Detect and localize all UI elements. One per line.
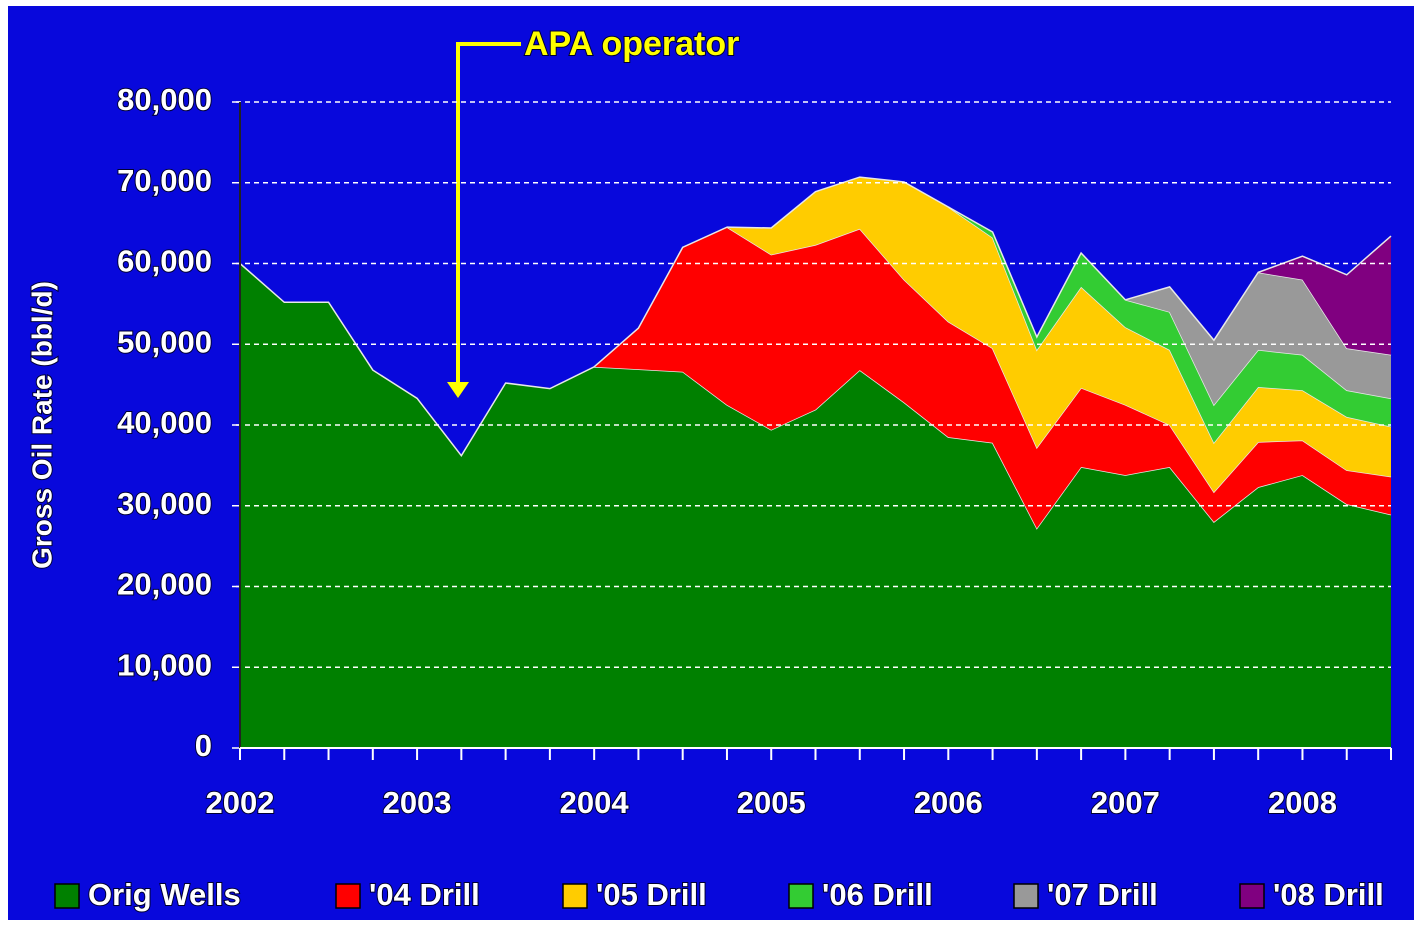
x-tick-label: 2005 <box>737 785 806 820</box>
x-tick-label: 2006 <box>914 785 983 820</box>
y-axis-label: Gross Oil Rate (bbl/d) <box>26 281 57 569</box>
legend-swatch <box>1013 883 1039 909</box>
x-tick-label: 2003 <box>383 785 452 820</box>
y-tick-label: 20,000 <box>117 567 212 602</box>
legend-swatch <box>1239 883 1265 909</box>
legend-label: '06 Drill <box>822 877 933 912</box>
legend-swatch <box>335 883 361 909</box>
area <box>948 206 1391 443</box>
legend-label: Orig Wells <box>88 877 241 912</box>
y-tick-label: 30,000 <box>117 486 212 521</box>
x-tick-label: 2004 <box>560 785 630 820</box>
x-tick-label: 2002 <box>206 785 275 820</box>
area <box>726 177 1391 493</box>
y-tick-label: 80,000 <box>117 82 212 117</box>
legend-swatch <box>54 883 80 909</box>
area-outline <box>1257 235 1392 276</box>
area <box>594 227 1391 529</box>
legend-swatch <box>788 883 814 909</box>
x-tick-label: 2007 <box>1091 785 1160 820</box>
y-tick-label: 0 <box>195 728 212 763</box>
y-tick-label: 70,000 <box>117 163 212 198</box>
y-tick-label: 60,000 <box>117 244 212 279</box>
legend-label: '07 Drill <box>1047 877 1158 912</box>
x-tick-label: 2008 <box>1268 785 1337 820</box>
legend-label: '08 Drill <box>1273 877 1384 912</box>
legend-swatch <box>562 883 588 909</box>
y-tick-label: 40,000 <box>117 405 212 440</box>
y-tick-label: 10,000 <box>117 647 212 682</box>
legend-label: '05 Drill <box>596 877 707 912</box>
area-outline <box>239 262 1392 530</box>
annotation-arrowhead <box>447 382 469 398</box>
area <box>1125 272 1391 405</box>
annotation-arrow <box>456 42 521 392</box>
annotation: APA operator <box>524 25 739 63</box>
area-outline <box>947 206 1392 407</box>
legend-label: '04 Drill <box>369 877 480 912</box>
y-tick-label: 50,000 <box>117 324 212 359</box>
area-outline <box>1125 271 1392 356</box>
